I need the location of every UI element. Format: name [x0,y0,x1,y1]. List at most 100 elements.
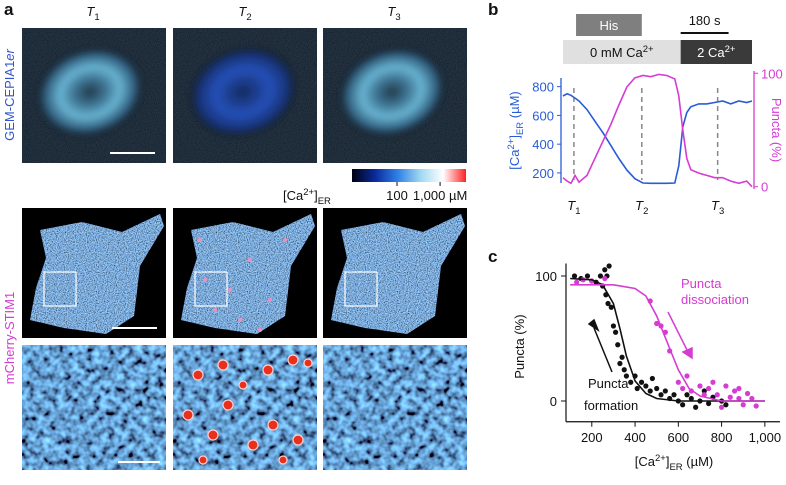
text-part: 2+ [655,453,666,464]
data-point [736,385,742,392]
data-point [749,395,755,402]
text-part: T [86,4,95,19]
column-title: T1 [86,4,99,23]
row-label: GEM-CEPIA1er [2,48,17,140]
data-point [634,385,640,392]
colorbar-tick-label: 1,000 µM [413,188,467,203]
data-point [671,392,677,398]
text-part: 2+ [506,138,517,149]
data-point [597,273,604,279]
image-grid [22,28,467,470]
data-point [684,392,690,398]
text-part: 2 [246,12,251,23]
colorbar [352,169,466,182]
data-point [740,402,746,408]
fit-curve [570,284,765,402]
data-point [654,320,660,327]
data-point [610,323,617,329]
series-line [562,92,753,185]
data-point [753,403,759,409]
data-point [714,392,720,398]
text-part: 2+ [303,187,314,198]
data-point [675,379,681,385]
text-part: T [711,198,720,213]
data-point [606,263,612,269]
time-marker-label: T1 [567,198,580,217]
y-axis-label: [Ca2+]ER (µM) [506,91,526,170]
text-part: 2+ [643,44,654,55]
data-point [602,267,608,273]
text-part: ] [507,135,522,139]
text-part: [Ca [283,188,304,203]
text-part: His [600,18,619,33]
data-point [654,385,660,392]
column-title: T3 [387,4,400,23]
cell [35,46,145,138]
data-point [710,379,716,385]
x-tick-label: 400 [624,430,646,445]
scale-bar-label: 180 s [689,13,721,28]
x-tick-label: 600 [667,430,689,445]
data-point [718,404,725,410]
data-point [571,273,578,279]
text-part: T [238,4,247,19]
y2-axis-label: Puncta (%) [769,98,784,162]
text-part: GEM-CEPIA1 [2,61,17,141]
panel-label: c [488,247,497,266]
data-point [615,342,621,348]
panel-label: b [488,0,498,19]
data-point [621,367,627,373]
column-title: T2 [238,4,251,23]
data-point [680,402,686,408]
image [173,208,317,338]
text-part: 3 [719,206,724,217]
text-part: T [635,198,644,213]
puncta [198,238,287,332]
image [22,208,166,338]
condition-bar [576,14,642,36]
data-point [744,390,751,397]
y-tick-label: 800 [532,80,554,95]
data-point [658,392,664,398]
time-marker-label: T3 [711,198,724,217]
annotation: Puncta [681,276,722,291]
text-part: [Ca [507,149,522,170]
text-part: 2 [643,206,648,217]
colorbar-label: [Ca2+]ER [283,187,331,207]
data-point [684,373,690,379]
x-tick-label: 1,000 [749,430,782,445]
data-point [584,273,591,279]
text-part: 3 [395,12,400,23]
text-part: [Ca [635,454,656,469]
data-point [693,404,699,410]
time-marker-label: T2 [635,198,648,217]
data-point [623,373,630,379]
fit-curve [570,277,765,402]
data-point [628,379,634,385]
text-part: ] [314,188,318,203]
data-point [697,383,703,389]
row-label: mCherry-STIM1 [2,292,17,384]
condition-label: 2 Ca2+ [697,44,736,60]
y-tick-label: 0 [550,394,557,409]
data-point [619,354,625,360]
data-point [727,394,733,400]
y2-tick-label: 100 [761,66,783,81]
text-part: Puncta (%) [769,98,784,162]
panel-label: a [4,0,14,19]
data-point [638,379,645,385]
data-point [602,275,608,282]
text-part: 2 Ca [697,45,725,60]
data-point [662,388,668,394]
data-point [649,375,655,382]
text-part: T [387,4,396,19]
y-tick-label: 600 [532,108,554,123]
text-part: (µM) [683,454,714,469]
data-point [612,329,619,335]
text-part: 1 [94,12,99,23]
text-part: mCherry-STIM1 [2,292,17,384]
data-point [574,279,580,285]
condition-bar [563,40,681,64]
data-point [706,400,712,407]
